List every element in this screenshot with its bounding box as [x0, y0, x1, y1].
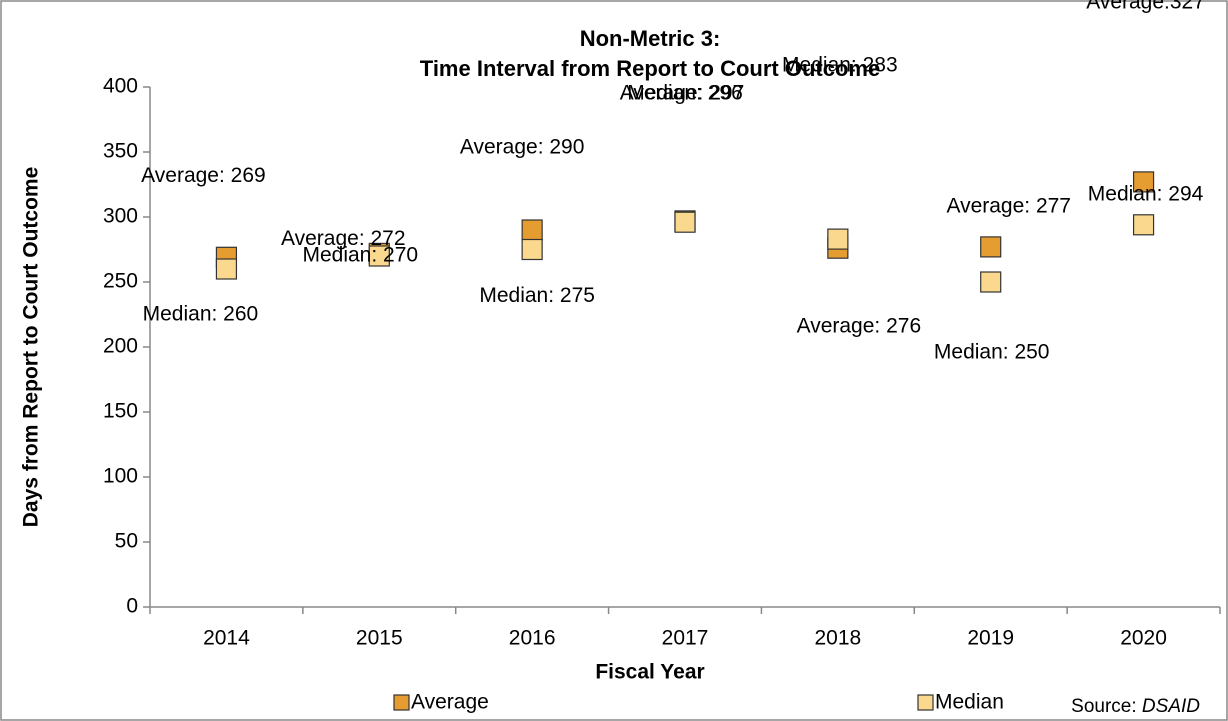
data-label: Median: 296	[627, 82, 743, 105]
data-label: Median: 250	[934, 341, 1050, 364]
x-axis-title: Fiscal Year	[595, 661, 704, 684]
y-tick-label: 100	[103, 465, 138, 488]
marker	[674, 211, 696, 233]
y-tick-label: 0	[126, 595, 138, 618]
x-tick-label: 2017	[662, 627, 709, 650]
marker	[980, 236, 1002, 258]
x-tick-label: 2020	[1120, 627, 1167, 650]
marker	[521, 219, 543, 241]
y-tick-label: 50	[115, 530, 138, 553]
x-tick-label: 2016	[509, 627, 556, 650]
legend-marker	[917, 694, 934, 711]
data-label: Median: 270	[302, 244, 418, 267]
data-label: Average: 272	[281, 227, 406, 250]
legend-marker	[393, 694, 410, 711]
y-axis-title: Days from Report to Court Outcome	[20, 167, 43, 528]
marker	[521, 238, 543, 261]
data-label: Average: 277	[946, 194, 1071, 217]
y-tick-label: 150	[103, 400, 138, 423]
x-tick-label: 2015	[356, 627, 403, 650]
data-label: Average: 290	[460, 136, 585, 159]
x-tick-label: 2018	[814, 627, 861, 650]
y-tick-label: 200	[103, 335, 138, 358]
source-name: DSAID	[1142, 696, 1200, 717]
data-label: Average:327	[1086, 0, 1205, 13]
marker	[215, 258, 238, 280]
data-label: Median: 260	[143, 303, 259, 326]
source: Source: DSAID	[1071, 696, 1200, 717]
data-label: Median: 294	[1088, 182, 1204, 205]
y-tick-label: 400	[103, 75, 138, 98]
x-tick-label: 2014	[203, 627, 250, 650]
chart-title: Non-Metric 3:	[580, 26, 721, 51]
source-label: Source:	[1071, 696, 1136, 717]
data-label: Average: 269	[141, 164, 266, 187]
marker	[368, 245, 390, 267]
marker	[1132, 171, 1155, 193]
y-tick-label: 300	[103, 205, 138, 228]
legend-label: Average	[411, 691, 489, 714]
data-label: Average: 297	[620, 81, 745, 104]
y-tick-label: 350	[103, 140, 138, 163]
legend-label: Median	[935, 691, 1004, 714]
x-tick-label: 2019	[967, 627, 1014, 650]
marker	[827, 228, 849, 250]
marker	[1132, 214, 1155, 236]
data-label: Median: 283	[782, 54, 898, 77]
data-label: Average: 276	[797, 315, 922, 338]
marker	[980, 271, 1002, 293]
data-label: Median: 275	[479, 284, 595, 307]
chart-title: Time Interval from Report to Court Outco…	[420, 56, 880, 81]
y-tick-label: 250	[103, 270, 138, 293]
